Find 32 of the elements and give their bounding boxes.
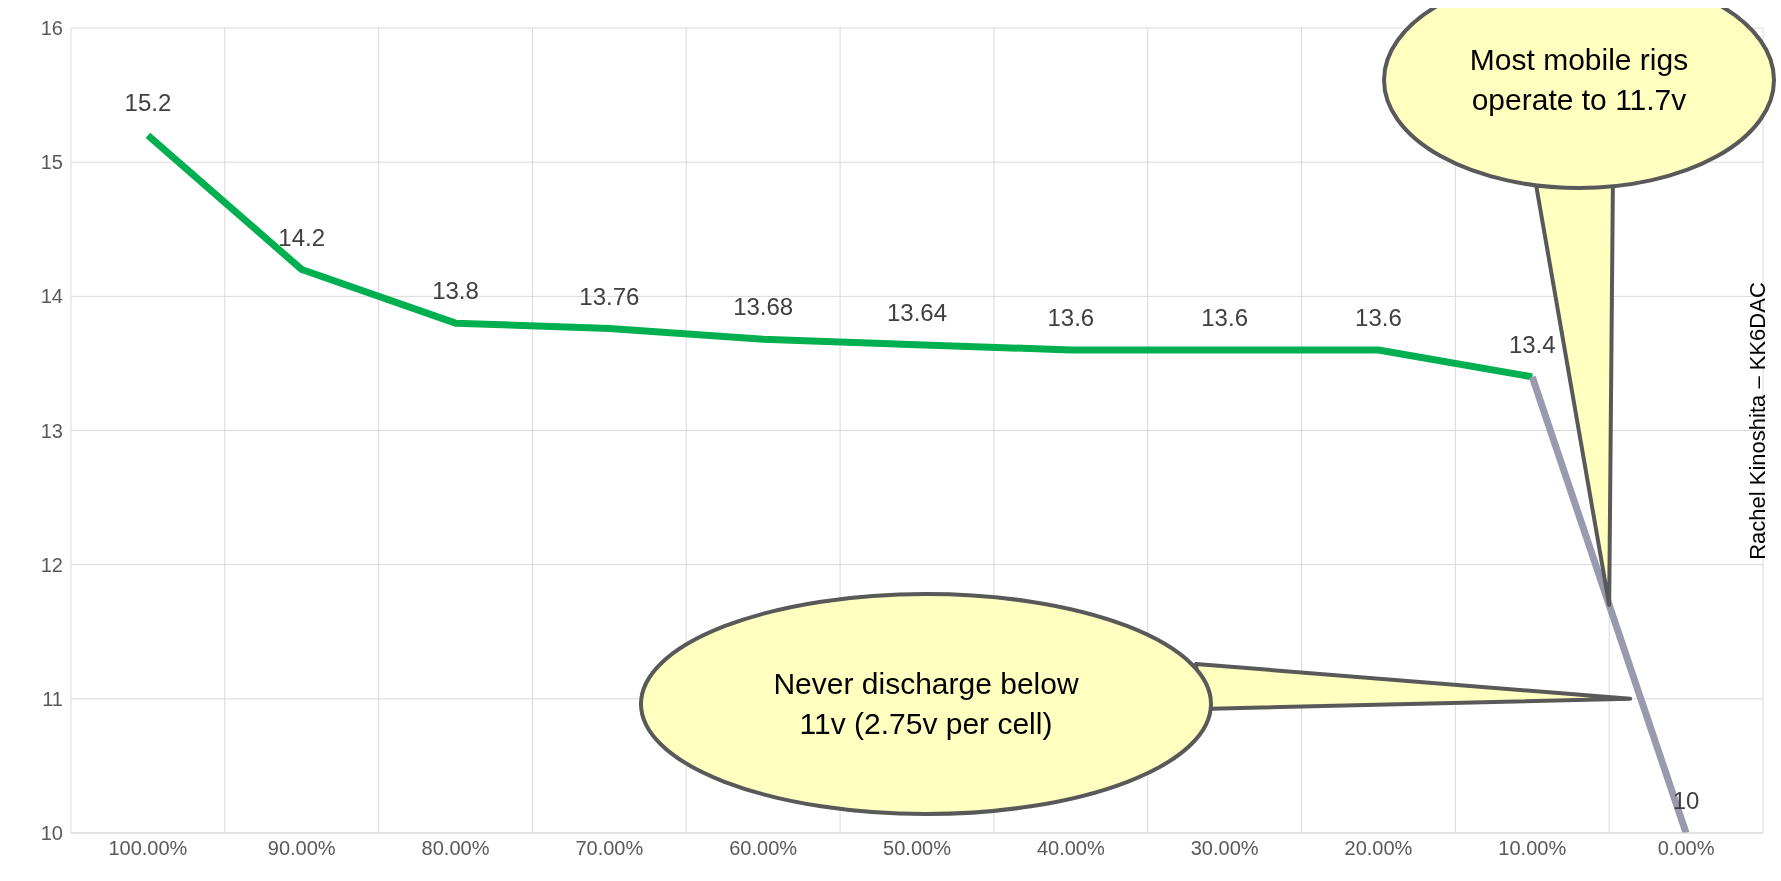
x-tick-label: 50.00%	[883, 837, 952, 860]
data-label: 13.68	[733, 293, 794, 321]
y-tick-label: 16	[40, 17, 63, 40]
annotation: Never discharge below 11v (2.75v per cell)	[772, 666, 1080, 742]
annotation: Rachel Kinoshita – KK6DAC	[1745, 281, 1771, 560]
x-tick-label: 80.00%	[421, 837, 490, 860]
data-label: 15.2	[124, 89, 172, 117]
y-tick-label: 15	[40, 151, 63, 174]
data-label: 13.6	[1047, 304, 1095, 331]
data-label: 13.8	[432, 277, 479, 305]
data-label: 13.64	[886, 298, 948, 326]
y-tick-label: 12	[40, 553, 63, 576]
y-tick-label: 11	[42, 687, 63, 710]
annotation: Most mobile rigs operate to 11.7v	[1468, 42, 1690, 118]
x-tick-label: 20.00%	[1344, 837, 1413, 860]
y-tick-label: 10	[40, 822, 63, 845]
data-label: 13.4	[1508, 330, 1556, 358]
data-label: 10	[1672, 787, 1700, 814]
data-label: 13.6	[1355, 304, 1402, 331]
data-label: 13.6	[1201, 304, 1248, 331]
y-tick-label: 14	[40, 285, 63, 308]
x-tick-label: 30.00%	[1190, 837, 1259, 860]
data-label: 14.2	[278, 223, 326, 251]
x-tick-label: 100.00%	[108, 837, 188, 860]
x-tick-label: 90.00%	[267, 837, 336, 860]
x-tick-label: 10.00%	[1498, 837, 1567, 860]
x-tick-label: 70.00%	[575, 837, 644, 860]
x-tick-label: 60.00%	[729, 837, 798, 860]
data-label: 13.76	[579, 282, 640, 310]
x-tick-label: 0.00%	[1657, 837, 1715, 860]
y-tick-label: 13	[40, 419, 63, 442]
x-tick-label: 40.00%	[1036, 837, 1105, 860]
